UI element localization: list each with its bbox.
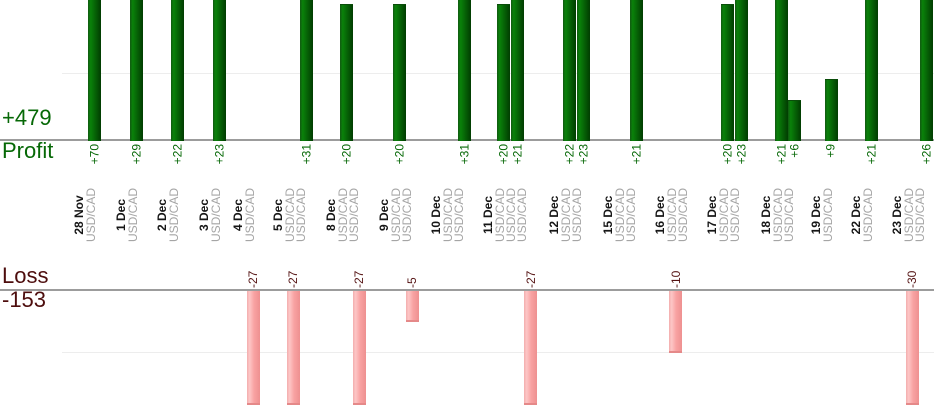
loss-gridline xyxy=(62,352,934,353)
profit-bar xyxy=(864,0,878,141)
profit-bar xyxy=(824,79,838,141)
loss-value-label: -27 xyxy=(246,270,260,288)
profit-bar xyxy=(734,0,748,141)
loss-baseline xyxy=(0,289,934,291)
profit-bar xyxy=(212,0,226,141)
loss-bar xyxy=(352,291,366,405)
profit-value-label: +20 xyxy=(392,144,406,165)
profit-value-label: +21 xyxy=(629,144,644,165)
date-group-labels: 1 Dec USD/CAD xyxy=(114,180,140,250)
loss-value-label: -27 xyxy=(286,270,300,288)
symbol-label: USD/CAD xyxy=(820,187,835,243)
profit-value-label: +20 xyxy=(496,144,510,165)
symbol-label: USD/CAD xyxy=(676,187,690,243)
date-group-labels: 28 Nov USD/CAD xyxy=(72,180,98,250)
profit-bar xyxy=(458,0,471,141)
symbol-label: USD/CAD xyxy=(125,187,140,243)
profit-bar xyxy=(87,0,101,141)
profit-bar xyxy=(919,0,933,141)
loss-bar xyxy=(405,291,419,322)
date-group-labels: 16 Dec USD/CAD USD/CAD xyxy=(653,180,690,250)
profit-bar xyxy=(788,100,801,141)
profit-value-label: +21 xyxy=(510,144,524,165)
profit-value-label: +26 xyxy=(919,144,933,165)
profit-value-label: +22 xyxy=(170,144,185,165)
symbol-label: USD/CAD xyxy=(781,187,796,243)
date-group-labels: 19 Dec USD/CAD xyxy=(809,180,835,250)
profit-bar xyxy=(129,0,143,141)
symbol-label: USD/CAD xyxy=(346,187,361,243)
symbol-label: USD/CAD xyxy=(451,187,466,243)
symbol-label: USD/CAD xyxy=(83,187,98,243)
loss-bar xyxy=(246,291,260,405)
profit-bar xyxy=(576,0,590,141)
profit-value-label: +21 xyxy=(774,144,788,165)
profit-value-label: +6 xyxy=(787,144,802,158)
profit-value-label: +31 xyxy=(457,144,472,165)
date-group-labels: 11 Dec USD/CAD USD/CAD USD/CAD xyxy=(481,180,529,250)
symbol-label: USD/CAD xyxy=(728,187,742,243)
profit-value-label: +20 xyxy=(720,144,735,165)
loss-bar xyxy=(669,291,682,353)
profit-total: +479 xyxy=(2,105,52,130)
loss-bar xyxy=(524,291,537,405)
symbol-label: USD/CAD xyxy=(570,187,584,243)
profit-bar xyxy=(721,4,734,141)
symbol-label: USD/CAD xyxy=(242,187,257,243)
profit-value-label: +20 xyxy=(339,144,353,165)
symbol-label: USD/CAD xyxy=(514,187,529,243)
loss-axis-title: Loss xyxy=(2,263,49,288)
loss-total: -153 xyxy=(2,287,47,312)
loss-bar xyxy=(905,291,919,405)
date-group-labels: 17 Dec USD/CAD USD/CAD xyxy=(705,180,742,250)
loss-value-label: -27 xyxy=(523,270,538,288)
date-group-labels: 22 Dec USD/CAD xyxy=(849,180,875,250)
profit-bar xyxy=(774,0,788,141)
profit-value-label: +23 xyxy=(734,144,748,165)
symbol-label: USD/CAD xyxy=(912,187,927,243)
date-group-labels: 12 Dec USD/CAD USD/CAD xyxy=(547,180,584,250)
profit-value-label: +23 xyxy=(212,144,226,165)
profit-bar xyxy=(300,0,313,141)
profit-bar xyxy=(510,0,524,141)
date-group-labels: 23 Dec USD/CAD USD/CAD xyxy=(890,180,927,250)
symbol-label: USD/CAD xyxy=(860,187,875,243)
profit-value-label: +31 xyxy=(299,144,314,165)
symbol-label: USD/CAD xyxy=(167,187,181,243)
profit-bar xyxy=(630,0,643,141)
profit-value-label: +21 xyxy=(864,144,878,165)
profit-bar xyxy=(496,4,510,141)
loss-value-label: -30 xyxy=(905,270,919,288)
date-group-labels: 9 Dec USD/CAD USD/CAD xyxy=(377,180,414,250)
date-group-labels: 15 Dec USD/CAD USD/CAD xyxy=(601,180,638,250)
loss-value-label: -10 xyxy=(668,270,683,288)
date-group-labels: 8 Dec USD/CAD USD/CAD xyxy=(324,180,361,250)
profit-value-label: +29 xyxy=(129,144,143,165)
profit-value-label: +9 xyxy=(824,144,838,158)
loss-value-label: -5 xyxy=(405,277,419,288)
date-group-labels: 3 Dec USD/CAD xyxy=(197,180,223,250)
date-group-labels: 2 Dec USD/CAD xyxy=(155,180,181,250)
loss-value-label: -27 xyxy=(352,270,366,288)
date-group-labels: 4 Dec USD/CAD xyxy=(231,180,257,250)
profit-value-label: +22 xyxy=(562,144,577,165)
profit-bar xyxy=(171,0,184,141)
profit-value-label: +23 xyxy=(576,144,590,165)
symbol-label: USD/CAD xyxy=(208,187,223,243)
profit-bar xyxy=(392,4,406,141)
date-group-labels: 18 Dec USD/CAD USD/CAD xyxy=(759,180,796,250)
profit-bar xyxy=(339,4,353,141)
symbol-label: USD/CAD xyxy=(399,187,414,243)
symbol-label: USD/CAD xyxy=(623,187,638,243)
date-group-labels: 10 Dec USD/CAD USD/CAD xyxy=(429,180,466,250)
profit-axis-title: Profit xyxy=(2,138,54,163)
profit-bar xyxy=(563,0,576,141)
profit-value-label: +70 xyxy=(87,144,101,165)
date-group-labels: 5 Dec USD/CAD USD/CAD xyxy=(271,180,308,250)
symbol-label: USD/CAD xyxy=(293,187,308,243)
loss-bar xyxy=(286,291,300,405)
